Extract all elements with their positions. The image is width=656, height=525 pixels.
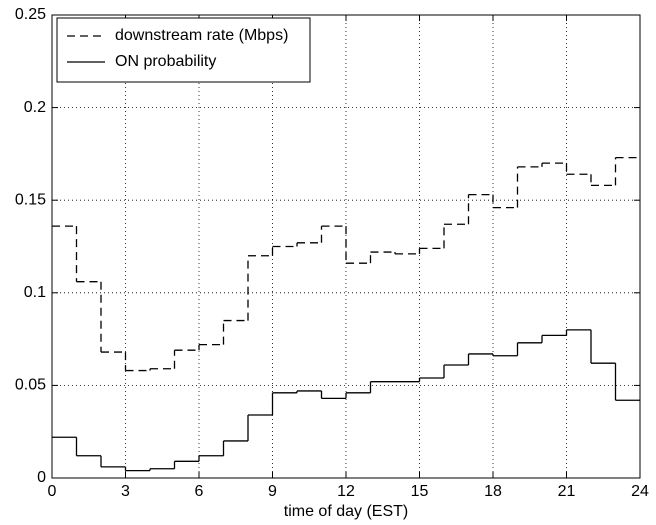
legend-label: ON probability	[115, 53, 216, 70]
x-tick-label: 15	[411, 483, 429, 500]
y-tick-label: 0.05	[15, 377, 46, 394]
legend-box	[56, 17, 311, 83]
y-tick-label: 0	[37, 469, 46, 486]
x-tick-label: 3	[121, 483, 130, 500]
x-axis-label: time of day (EST)	[284, 503, 408, 520]
y-tick-label: 0.15	[15, 191, 46, 208]
y-tick-label: 0.2	[24, 99, 46, 116]
x-tick-label: 21	[558, 483, 576, 500]
x-tick-label: 24	[631, 483, 649, 500]
x-tick-label: 0	[48, 483, 57, 500]
plot-frame	[51, 14, 641, 479]
legend-label: downstream rate (Mbps)	[115, 27, 288, 44]
x-tick-label: 9	[268, 483, 277, 500]
x-tick-label: 12	[337, 483, 355, 500]
y-tick-label: 0.25	[15, 6, 46, 23]
x-tick-label: 6	[195, 483, 204, 500]
x-tick-label: 18	[484, 483, 502, 500]
y-tick-label: 0.1	[24, 284, 46, 301]
